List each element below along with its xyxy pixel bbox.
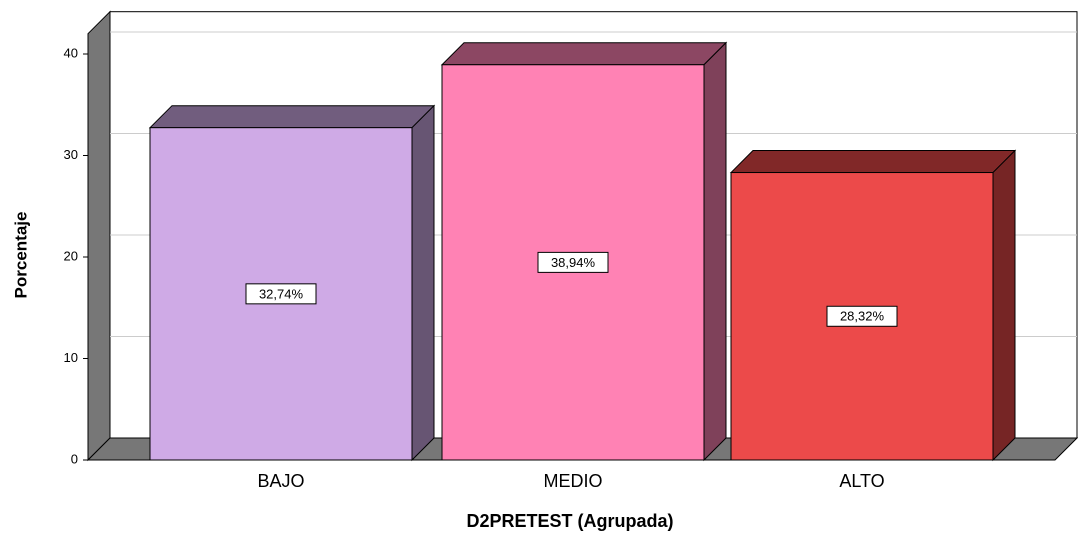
y-tick-label: 30 [64,147,78,162]
value-label: 38,94% [551,255,596,270]
y-axis-title: Porcentaje [11,212,30,299]
bar-side [703,41,727,462]
x-tick-label: BAJO [257,471,304,491]
left-wall [87,10,111,462]
y-tick-label: 0 [71,451,78,466]
y-tick-label: 20 [64,248,78,263]
x-axis-title: D2PRETEST (Agrupada) [466,511,673,531]
x-tick-label: MEDIO [543,471,602,491]
value-label: 32,74% [259,286,304,301]
value-label-box [245,283,317,305]
bar-side [992,149,1016,462]
value-label: 28,32% [840,309,885,324]
y-tick-label: 40 [64,45,78,60]
value-label-box [537,251,609,273]
bar-top [729,150,1017,174]
value-label-box [826,305,898,327]
bar-top [440,42,728,66]
bar-top [148,105,436,129]
x-tick-label: ALTO [839,471,884,491]
y-tick-label: 10 [64,350,78,365]
bar-side [411,104,435,462]
